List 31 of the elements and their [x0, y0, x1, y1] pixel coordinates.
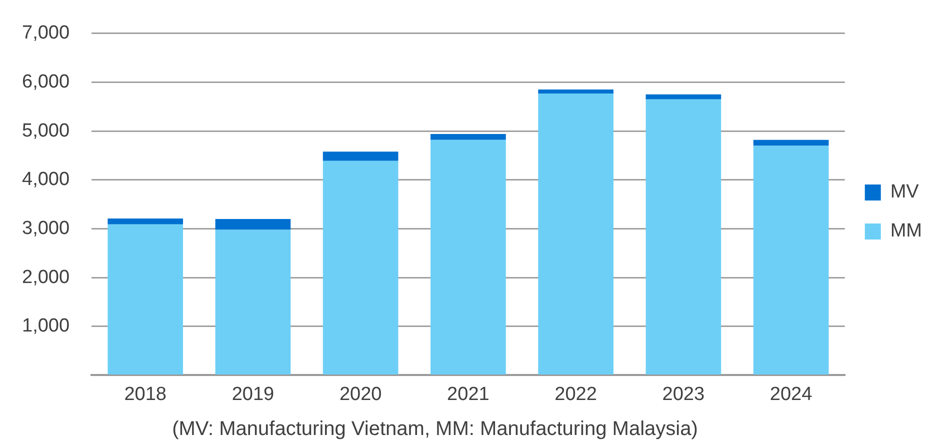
- bar: [430, 134, 506, 140]
- bar: [215, 230, 291, 374]
- y-tick-label: 2,000: [22, 266, 70, 288]
- x-tick-label: 2023: [662, 384, 705, 405]
- y-tick-label: 3,000: [22, 218, 70, 239]
- bar: [108, 224, 184, 374]
- bar: [322, 160, 398, 374]
- y-tick-label: 5,000: [22, 120, 70, 142]
- bar: [646, 94, 722, 100]
- text: (MV: Manufacturing Vietnam, MM: Manufacturing Malaysia): [171, 418, 699, 441]
- x-tick-label: 2024: [770, 384, 813, 405]
- bar: [753, 146, 829, 374]
- y-tick-label: 6,000: [22, 71, 70, 92]
- bar: [538, 90, 614, 94]
- x-tick-label: 2022: [554, 384, 597, 405]
- legend-label: MM: [890, 220, 922, 242]
- bar: [538, 93, 614, 374]
- bar: [430, 140, 506, 374]
- legend-label: MV: [890, 182, 920, 203]
- y-tick-label: 1,000: [22, 316, 70, 337]
- bar: [753, 140, 829, 146]
- y-tick-label: 7,000: [22, 22, 70, 44]
- bar: [646, 99, 722, 374]
- bar: [215, 218, 291, 230]
- x-tick-label: 2020: [339, 384, 382, 405]
- x-tick-label: 2018: [124, 384, 166, 405]
- x-tick-label: 2021: [447, 384, 490, 405]
- y-tick-label: 4,000: [22, 169, 70, 190]
- bar: [108, 218, 184, 224]
- x-tick-label: 2019: [232, 384, 274, 405]
- bar: [322, 152, 398, 161]
